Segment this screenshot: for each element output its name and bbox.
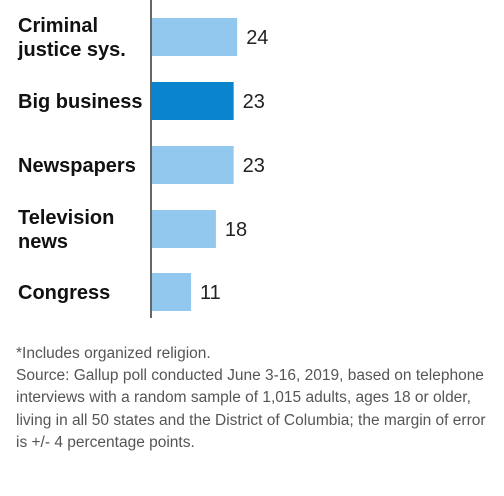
- category-label-3-line-0: Television: [18, 207, 114, 229]
- bar-1: [152, 82, 234, 120]
- value-label-0: 24: [246, 27, 268, 49]
- category-label-0-line-1: justice sys.: [17, 39, 126, 61]
- bar-2: [152, 146, 234, 184]
- category-label-3-line-1: news: [18, 231, 68, 253]
- bar-0: [152, 18, 238, 56]
- category-label-2: Newspapers: [18, 155, 136, 177]
- bar-3: [152, 210, 216, 248]
- value-label-2: 23: [243, 155, 265, 177]
- bar-4: [152, 273, 192, 311]
- value-label-1: 23: [243, 91, 265, 113]
- value-label-3: 18: [225, 219, 247, 241]
- value-label-4: 11: [200, 282, 221, 304]
- category-label-1: Big business: [18, 91, 142, 113]
- footnote-text: *Includes organized religion.: [16, 345, 211, 362]
- source-text: Source: Gallup poll conducted June 3-16,…: [16, 367, 486, 451]
- category-label-0-line-0: Criminal: [18, 15, 98, 37]
- chart-notes: *Includes organized religion. Source: Ga…: [16, 343, 492, 454]
- category-label-4: Congress: [18, 282, 110, 304]
